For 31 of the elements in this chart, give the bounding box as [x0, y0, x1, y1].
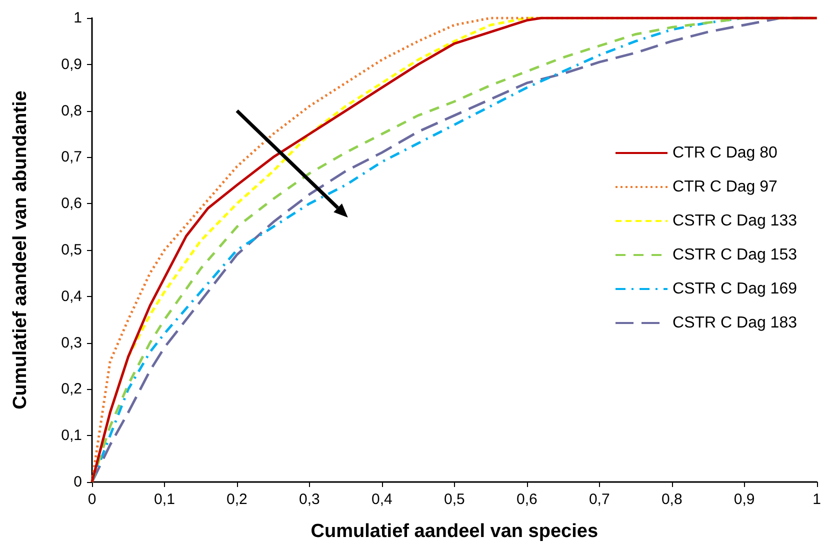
y-tick-label: 1 — [74, 10, 82, 26]
legend-label: CTR C Dag 97 — [672, 178, 778, 196]
y-tick-label: 0,4 — [61, 288, 82, 305]
x-tick-label: 0,8 — [661, 491, 682, 508]
y-tick-label: 0 — [74, 474, 82, 490]
x-tick-label: 0,6 — [516, 491, 538, 508]
y-tick-label: 0,1 — [61, 427, 82, 444]
y-tick-label: 0,6 — [61, 195, 82, 212]
x-tick-label: 0,7 — [588, 491, 610, 508]
y-axis-title: Cumulatief aandeel van abundantie — [10, 90, 31, 410]
y-tick-label: 0,5 — [61, 242, 82, 258]
y-tick-label: 0,7 — [61, 148, 82, 166]
x-tick-label: 0,9 — [734, 491, 755, 508]
legend-label: CSTR C Dag 153 — [672, 246, 798, 264]
x-tick-label: 0,1 — [154, 491, 175, 508]
y-tick-label: 0,9 — [61, 56, 82, 73]
x-tick-label: 0,2 — [226, 491, 248, 508]
x-tick-label: 0,3 — [299, 491, 320, 508]
x-axis-title: Cumulatief aandeel van species — [310, 521, 598, 542]
legend-label: CTR C Dag 80 — [672, 144, 778, 162]
x-tick-label: 0 — [88, 491, 96, 508]
x-tick-label: 0,5 — [444, 491, 465, 508]
line-series — [90, 16, 818, 484]
y-tick-label: 0,3 — [61, 334, 82, 352]
legend-label: CSTR C Dag 169 — [672, 280, 798, 298]
x-tick-label: 0,4 — [372, 491, 392, 508]
y-tick-label: 0,2 — [61, 380, 82, 398]
y-tick-label: 0,8 — [61, 102, 82, 120]
x-tick-label: 1 — [812, 491, 821, 508]
legend-label: CSTR C Dag 133 — [672, 212, 798, 230]
legend-label: CSTR C Dag 183 — [672, 314, 798, 332]
